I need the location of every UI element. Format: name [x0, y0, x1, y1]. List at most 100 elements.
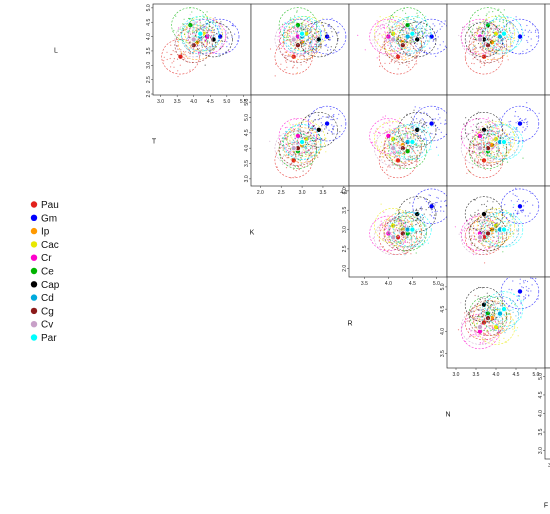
data-point-Cd	[203, 36, 205, 38]
data-point-Ce	[199, 21, 201, 23]
data-point-Ip	[503, 237, 505, 239]
data-point-Cv	[304, 47, 307, 49]
data-point-Par	[513, 30, 515, 32]
data-point-Ce	[416, 237, 418, 240]
data-point-Cg	[192, 53, 194, 55]
data-point-Cg	[487, 50, 489, 52]
data-point-Par	[410, 220, 412, 222]
data-point-Cr	[309, 124, 311, 126]
data-point-Gm	[527, 36, 530, 38]
data-point-Par	[416, 229, 418, 231]
data-point-Par	[501, 137, 503, 139]
data-point-Cv	[404, 30, 406, 32]
data-point-Cv	[478, 154, 480, 156]
data-point-Cg	[396, 40, 398, 42]
data-point-Cv	[462, 137, 464, 139]
data-point-Cd	[413, 155, 415, 157]
data-point-Cd	[304, 44, 306, 46]
data-point-Cap	[482, 30, 484, 32]
data-point-Cv	[479, 28, 481, 30]
data-point-Cv	[389, 240, 392, 243]
data-point-Par	[418, 11, 420, 13]
data-point-Cap	[317, 114, 320, 116]
data-point-Ce	[491, 31, 493, 33]
data-point-Gm	[332, 128, 334, 130]
data-point-Pau	[390, 54, 392, 57]
data-point-Cac	[498, 214, 500, 216]
data-point-Par	[424, 230, 426, 232]
data-point-Cv	[294, 140, 296, 142]
data-point-Ce	[498, 14, 500, 16]
data-point-Cr	[292, 128, 294, 130]
data-point-Pau	[470, 145, 472, 147]
data-point-Par	[517, 136, 520, 138]
data-point-Ce	[490, 142, 492, 144]
data-point-Ip	[405, 54, 407, 56]
data-point-Par	[408, 27, 410, 29]
data-point-Cac	[491, 140, 493, 142]
data-point-Cg	[490, 50, 492, 52]
data-point-Cap	[412, 118, 414, 120]
data-point-Ce	[498, 8, 500, 10]
data-point-Ce	[192, 29, 194, 31]
data-point-Pau	[275, 63, 277, 65]
data-point-Cac	[491, 41, 493, 43]
data-point-Cd	[307, 143, 309, 145]
data-point-Cd	[407, 234, 410, 236]
data-point-Pau	[292, 51, 294, 53]
data-point-Par	[506, 139, 508, 141]
data-point-Cv	[383, 37, 385, 39]
data-point-Cap	[308, 126, 310, 128]
data-point-Cr	[463, 230, 465, 232]
data-point-Cap	[425, 132, 427, 134]
data-point-Cr	[466, 124, 468, 126]
data-point-Gm	[325, 116, 327, 118]
data-point-Cd	[419, 218, 421, 220]
data-point-Par	[408, 49, 411, 51]
data-point-Gm	[337, 32, 339, 34]
data-point-Cac	[398, 227, 400, 229]
data-point-Par	[497, 146, 499, 148]
contour-Par	[181, 16, 220, 52]
data-point-Cv	[402, 36, 404, 38]
data-point-Cd	[422, 34, 424, 36]
data-point-Cg	[492, 139, 494, 141]
data-point-Gm	[530, 192, 532, 194]
data-point-Cap	[406, 61, 408, 63]
data-point-Gm	[527, 109, 529, 112]
data-point-Cac	[314, 131, 317, 133]
data-point-Gm	[315, 51, 317, 53]
data-point-Gm	[535, 29, 537, 31]
data-point-Cac	[402, 136, 404, 138]
data-point-Cg	[498, 150, 500, 152]
points	[369, 188, 447, 256]
data-point-Cap	[489, 28, 491, 30]
data-point-Cg	[482, 47, 484, 49]
data-point-Cv	[471, 41, 473, 43]
data-point-Cg	[196, 44, 199, 46]
data-point-Gm	[440, 210, 442, 212]
data-point-Ce	[420, 240, 422, 242]
data-point-Cv	[300, 41, 302, 43]
data-point-Gm	[510, 45, 512, 47]
data-point-Cr	[371, 142, 373, 144]
data-point-Cd	[202, 18, 204, 20]
contour-Cr	[460, 215, 500, 252]
data-point-Cv	[465, 40, 467, 42]
data-point-Cr	[289, 31, 291, 33]
data-point-Cap	[312, 129, 314, 131]
data-point-Cd	[196, 31, 198, 33]
data-point-Cg	[390, 46, 392, 48]
data-point-Cap	[493, 32, 495, 34]
data-point-Cv	[472, 39, 474, 41]
data-point-Cac	[212, 31, 214, 33]
data-point-Cac	[502, 133, 504, 135]
contour-Cac	[476, 208, 516, 244]
data-point-Cap	[327, 132, 329, 134]
data-point-Par	[504, 147, 506, 150]
data-point-Cv	[384, 143, 386, 146]
data-point-Par	[415, 144, 417, 147]
data-point-Gm	[440, 131, 442, 133]
data-point-Pau	[482, 165, 484, 167]
data-point-Cv	[304, 28, 306, 30]
